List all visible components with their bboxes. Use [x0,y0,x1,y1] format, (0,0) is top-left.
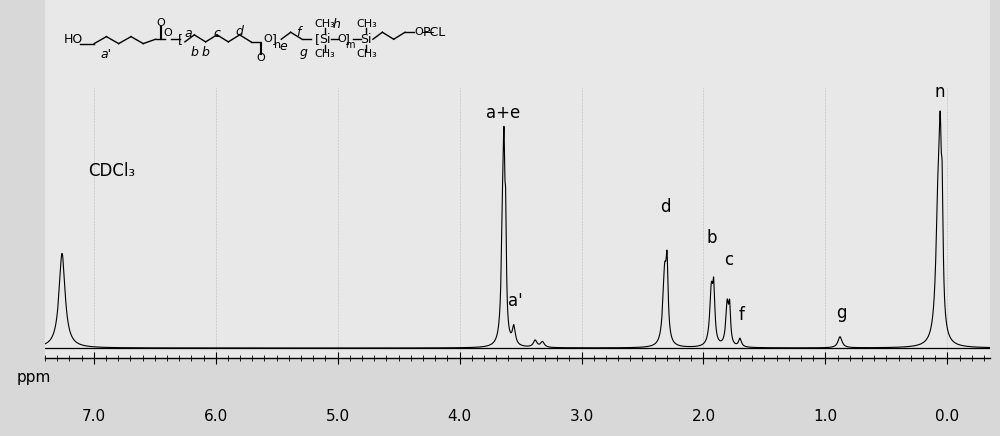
Text: O: O [163,28,172,38]
Text: CH₃: CH₃ [314,49,335,59]
Text: m: m [345,41,355,50]
Text: HO: HO [64,33,83,46]
Text: g: g [300,46,308,59]
Text: ]: ] [272,33,277,46]
Text: [: [ [315,33,320,46]
Text: h: h [332,18,340,31]
Text: —: — [421,26,434,39]
Text: CH₃: CH₃ [314,20,335,29]
Text: O: O [337,34,346,44]
Text: d: d [660,198,671,216]
Text: f: f [738,307,744,324]
Text: CH₃: CH₃ [356,49,377,59]
Text: g: g [836,304,846,322]
Text: CDCl₃: CDCl₃ [89,162,136,180]
Text: a': a' [101,48,112,61]
Text: c: c [214,27,220,40]
Text: c: c [724,251,734,269]
Text: h: h [934,83,945,102]
Text: n: n [274,41,281,50]
Text: a+e: a+e [486,104,521,122]
Text: e: e [279,40,287,53]
Text: [: [ [178,33,183,46]
Text: Si: Si [361,33,372,46]
Text: Si: Si [319,33,330,46]
Text: ppm: ppm [17,370,51,385]
Text: d: d [236,25,244,38]
Text: a: a [185,27,192,40]
Text: b: b [202,46,210,59]
Text: b: b [707,229,717,247]
Text: f: f [296,26,300,39]
Text: PCL: PCL [423,26,446,39]
Text: b: b [190,46,198,59]
Text: a': a' [508,292,523,310]
Text: O: O [264,34,272,44]
Text: O: O [256,53,265,62]
Text: O: O [414,27,423,37]
Text: O: O [156,18,165,27]
Text: ]: ] [345,33,350,46]
Text: CH₃: CH₃ [356,20,377,29]
